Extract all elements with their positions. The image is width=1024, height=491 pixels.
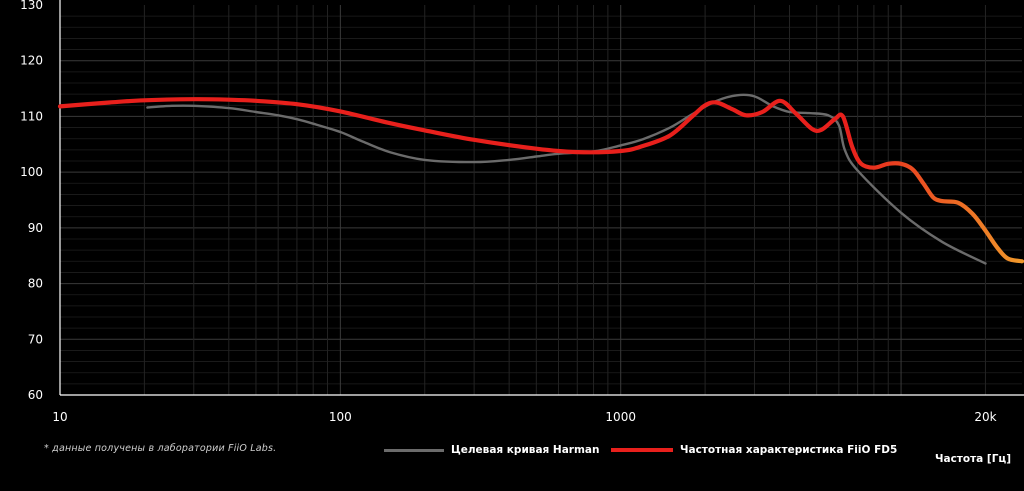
axes xyxy=(59,0,1024,396)
series-line-fd5 xyxy=(57,97,1024,264)
x-tick-label: 10 xyxy=(52,410,67,424)
data-source-note: * данные получены в лаборатории FiiO Lab… xyxy=(44,443,277,454)
y-tick-label: 80 xyxy=(28,277,43,291)
legend-item-fd5: Частотная характеристика FiiO FD5 xyxy=(611,444,897,456)
x-tick-label: 100 xyxy=(329,410,352,424)
legend-item-harman: Целевая кривая Harman xyxy=(384,444,599,456)
y-tick-label: 120 xyxy=(20,54,43,68)
series-line-harman xyxy=(146,93,987,265)
legend-swatch-fd5 xyxy=(611,448,673,452)
y-tick-label: 100 xyxy=(20,165,43,179)
y-tick-label: 60 xyxy=(28,388,43,402)
x-tick-label: 1000 xyxy=(605,410,636,424)
y-tick-label: 110 xyxy=(20,109,43,123)
y-tick-label: 90 xyxy=(28,221,43,235)
x-axis-unit-label: Частота [Гц] xyxy=(935,453,1011,465)
legend-label-harman: Целевая кривая Harman xyxy=(451,444,600,456)
x-tick-label: 20k xyxy=(974,410,996,424)
legend-label-fd5: Частотная характеристика FiiO FD5 xyxy=(680,444,898,456)
series-lines xyxy=(57,93,1024,265)
y-tick-label: 130 xyxy=(20,0,43,12)
y-tick-label: 70 xyxy=(28,332,43,346)
grid xyxy=(59,5,1022,395)
legend-swatch-harman xyxy=(384,448,444,452)
tick-labels: 60 70 80 90 100 110 120 130 10 100 1000 20k xyxy=(20,0,997,424)
